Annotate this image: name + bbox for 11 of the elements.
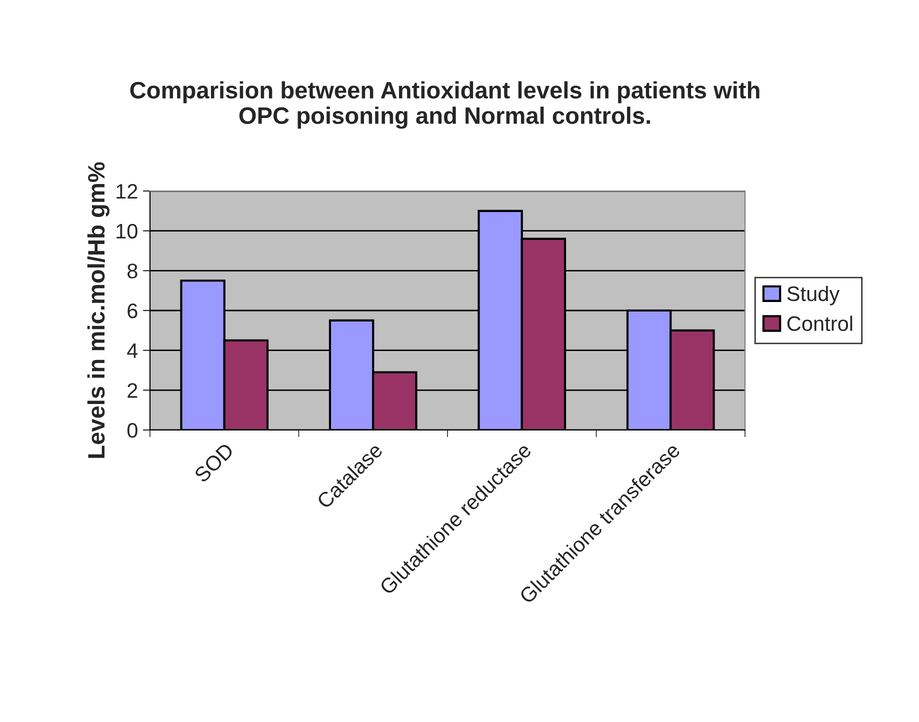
y-tick-label: 8	[128, 264, 138, 278]
y-tick-label: 4	[127, 344, 138, 358]
legend-label: Study	[787, 286, 840, 306]
chart-title: Comparision between Antioxidant levels in patients with OPC poisoning and Normal controls.	[130, 81, 760, 129]
y-tick-label: 2	[128, 383, 138, 398]
y-axis-title: Levels in mic.mol/Hb gm%	[87, 162, 110, 458]
y-tick-label: 12	[116, 184, 138, 199]
y-tick-label: 6	[128, 304, 138, 318]
y-tick-label: 10	[116, 224, 138, 239]
legend-label: Control	[787, 316, 852, 332]
y-tick-label: 0	[127, 423, 138, 438]
